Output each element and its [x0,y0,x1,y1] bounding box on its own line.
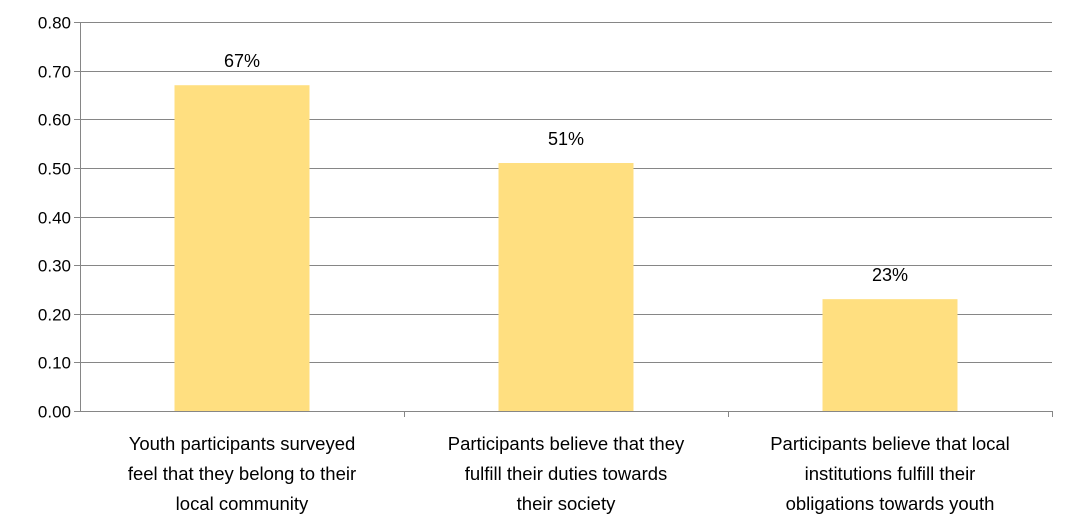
data-label: 67% [224,51,260,71]
x-category-label-line: their society [517,493,616,514]
x-category-label-line: institutions fulfill their [805,463,976,484]
x-category-label-line: Youth participants surveyed [129,433,356,454]
y-tick-label: 0.10 [38,354,71,373]
x-category-label-line: obligations towards youth [786,493,995,514]
x-category-label-line: Participants believe that local [770,433,1010,454]
bar [174,85,310,412]
x-category-label: Youth participants surveyed feel that the… [128,433,356,514]
bar [498,163,634,411]
y-tick-label: 0.00 [38,403,71,422]
x-category-label: Participants believe that local instituti… [770,433,1010,514]
data-labels: 67% 51% 23% [224,51,908,285]
y-tick-label: 0.30 [38,257,71,276]
y-tick-label: 0.40 [38,209,71,228]
x-category-label-line: local community [176,493,309,514]
x-category-label: Participants believe that they fulfill th… [448,433,685,514]
data-label: 23% [872,265,908,285]
data-label: 51% [548,129,584,149]
y-tick-label: 0.20 [38,306,71,325]
y-tick-label: 0.70 [38,63,71,82]
bars [174,85,958,412]
bar [822,299,958,411]
y-axis-tick-labels: 0.00 0.10 0.20 0.30 0.40 0.50 0.60 0.70 0.80 [38,14,71,422]
x-category-label-line: feel that they belong to their [128,463,356,484]
y-tick-label: 0.50 [38,160,71,179]
y-tick-label: 0.60 [38,111,71,130]
y-tick-label: 0.80 [38,14,71,33]
category-labels: Youth participants surveyed feel that the… [128,433,1010,514]
x-category-label-line: Participants believe that they [448,433,685,454]
x-category-label-line: fulfill their duties towards [465,463,668,484]
axes [74,22,1053,417]
